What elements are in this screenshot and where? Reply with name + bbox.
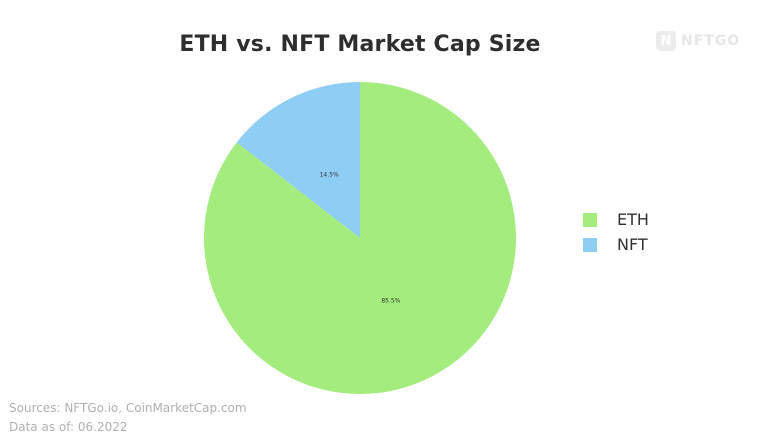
sources-text: Sources: NFTGo.io, CoinMarketCap.com [9,401,247,415]
legend-swatch-nft [583,237,597,252]
chart-title: ETH vs. NFT Market Cap Size [179,32,541,57]
pie-slice-nft [236,82,360,238]
data-date-text: Data as of: 06.2022 [9,420,128,434]
legend-label-nft: NFT [617,235,648,254]
slice-label-nft: 14.5% [320,171,339,178]
legend-item-nft: NFT [583,232,649,257]
logo-mark-icon: N [656,31,676,51]
footer: Sources: NFTGo.io, CoinMarketCap.com Dat… [9,399,247,437]
slice-label-eth: 85.5% [381,298,400,305]
legend-swatch-eth [583,212,597,227]
logo-text: NFTGO [681,33,741,49]
legend-item-eth: ETH [583,207,649,232]
nftgo-logo: N NFTGO [656,30,740,52]
legend-label-eth: ETH [617,210,649,229]
legend: ETH NFT [583,207,649,257]
